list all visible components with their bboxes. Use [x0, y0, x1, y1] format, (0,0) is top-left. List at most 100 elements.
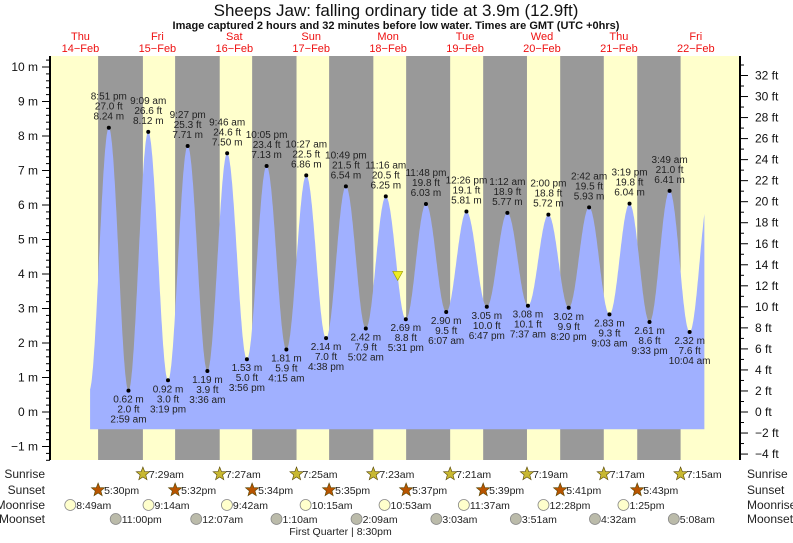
high-tide-label: 8.12 m — [133, 116, 164, 127]
right-tick-label: 32 ft — [755, 69, 779, 83]
low-tide-label: 2.42 m — [351, 333, 382, 344]
day-label-dow: Wed — [531, 31, 553, 43]
sunset-time: 5:39pm — [489, 485, 524, 497]
sunrise-time: 7:17am — [610, 469, 645, 481]
low-tide-point — [205, 368, 210, 373]
low-tide-label: 3:19 pm — [150, 404, 186, 415]
axes: −1 m 0 m 1 m 2 m 3 m 4 m 5 m 6 m 7 m 8 m 9 m 10 m −4… — [11, 56, 779, 461]
low-tide-point — [647, 319, 652, 324]
low-tide-label: 10.1 ft — [514, 320, 542, 331]
day-label-dow: Tue — [456, 31, 475, 43]
right-tick-label: 4 ft — [755, 363, 772, 377]
low-tide-label: 6:07 am — [428, 336, 464, 347]
high-tide-label: 19.8 ft — [616, 178, 644, 189]
sunrise-time: 7:19am — [533, 469, 568, 481]
low-tide-point — [444, 309, 449, 314]
low-tide-label: 3:36 am — [189, 395, 225, 406]
low-tide-label: 9.3 ft — [598, 328, 620, 339]
high-tide-label: 8.24 m — [94, 112, 125, 123]
right-tick-label: 10 ft — [755, 300, 779, 314]
moonrise-row-label-right: Moonrise — [747, 498, 793, 512]
moonrise-time: 10:15am — [312, 500, 353, 512]
sunrise-star-icon — [212, 466, 228, 481]
sunset-star-icon — [244, 482, 260, 497]
high-tide-label: 26.6 ft — [134, 106, 162, 117]
low-tide-label: 1.19 m — [192, 375, 223, 386]
right-tick-label: 28 ft — [755, 111, 779, 125]
moonrise-moon-icon — [537, 499, 550, 511]
sunset-star-icon — [552, 482, 568, 497]
low-tide-point — [403, 317, 408, 322]
high-tide-label: 10:05 pm — [246, 130, 288, 141]
high-tide-label: 20.5 ft — [372, 170, 400, 181]
day-label-date: 14−Feb — [62, 43, 100, 55]
low-tide-label: 2:59 am — [110, 415, 146, 426]
low-tide-label: 3:56 pm — [229, 383, 265, 394]
sunrise-time: 7:29am — [149, 469, 184, 481]
sunset-star-icon — [398, 482, 414, 497]
high-tide-label: 12:26 pm — [446, 176, 488, 187]
moonrise-row-label-left: Moonrise — [0, 498, 45, 512]
sunrise-time: 7:25am — [303, 469, 338, 481]
sunset-star-icon — [475, 482, 491, 497]
moonrise-time: 9:14am — [155, 500, 190, 512]
day-label-dow: Mon — [377, 31, 398, 43]
low-tide-label: 9:33 pm — [631, 346, 667, 357]
moonset-time: 3:03am — [442, 514, 477, 526]
right-tick-label: 16 ft — [755, 237, 779, 251]
high-tide-label: 27.0 ft — [95, 102, 123, 113]
sunrise-star-icon — [519, 466, 535, 481]
sunrise-star-icon — [365, 466, 381, 481]
right-tick-label: 22 ft — [755, 174, 779, 188]
day-label-dow: Thu — [609, 31, 628, 43]
low-tide-label: 0.62 m — [113, 395, 144, 406]
sunset-time: 5:37pm — [412, 485, 447, 497]
low-tide-label: 1.53 m — [232, 363, 263, 374]
low-tide-label: 8:20 pm — [551, 332, 587, 343]
sunset-time: 5:30pm — [104, 485, 139, 497]
sunrise-star-icon — [673, 466, 689, 481]
sunset-star-icon — [167, 482, 183, 497]
day-label-dow: Fri — [689, 31, 702, 43]
low-tide-point — [324, 336, 329, 341]
high-tide-label: 21.5 ft — [332, 160, 360, 171]
high-tide-label: 19.8 ft — [412, 178, 440, 189]
moonrise-moon-icon — [617, 499, 630, 511]
day-label-date: 19−Feb — [446, 43, 484, 55]
high-tide-label: 18.9 ft — [493, 187, 521, 198]
moonrise-time: 11:37am — [470, 500, 510, 512]
low-tide-point — [484, 304, 489, 309]
high-tide-label: 8:51 pm — [91, 92, 127, 103]
moonrise-moon-icon — [378, 499, 391, 511]
high-tide-point — [146, 129, 151, 134]
right-tick-label: 26 ft — [755, 132, 779, 146]
high-tide-label: 25.3 ft — [174, 120, 202, 131]
left-tick-label: 8 m — [18, 129, 38, 143]
low-tide-point — [687, 329, 692, 334]
low-tide-label: 3.9 ft — [196, 385, 218, 396]
moonset-row-label-left: Moonset — [0, 512, 46, 526]
moonset-time: 5:08am — [680, 514, 715, 526]
high-tide-point — [546, 212, 551, 217]
low-tide-label: 1.81 m — [271, 354, 302, 365]
right-tick-label: 0 ft — [755, 405, 772, 419]
right-tick-label: −4 ft — [755, 447, 779, 461]
high-tide-label: 11:16 am — [365, 160, 406, 171]
low-tide-label: 2.32 m — [674, 336, 705, 347]
moonrise-time: 8:49am — [76, 500, 111, 512]
sunset-time: 5:43pm — [643, 485, 678, 497]
low-tide-label: 2.0 ft — [117, 405, 139, 416]
high-tide-label: 22.5 ft — [292, 149, 320, 160]
moonrise-moon-icon — [457, 499, 470, 511]
sunrise-time: 7:21am — [456, 469, 491, 481]
left-tick-label: 9 m — [18, 95, 38, 109]
high-tide-point — [264, 164, 269, 169]
low-tide-label: 3.0 ft — [157, 394, 179, 405]
high-tide-point — [423, 201, 428, 206]
high-tide-label: 6.04 m — [614, 188, 645, 199]
high-tide-label: 6.86 m — [291, 159, 322, 170]
sunset-row-label-left: Sunset — [8, 483, 46, 497]
high-tide-label: 21.0 ft — [656, 165, 684, 176]
low-tide-point — [126, 388, 131, 393]
